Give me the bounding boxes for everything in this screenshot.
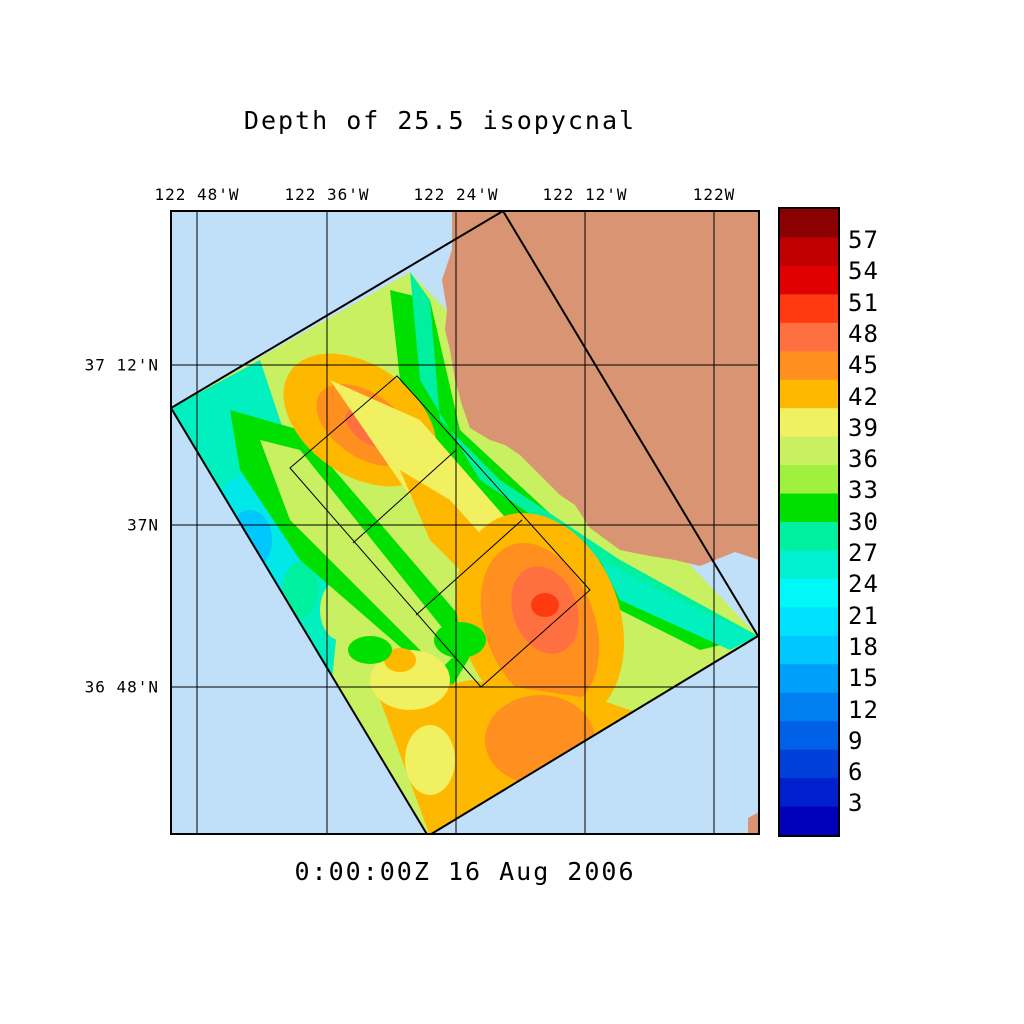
colorbar-swatch [780, 692, 838, 722]
colorbar-tick-label: 36 [848, 445, 879, 474]
colorbar-swatch [780, 749, 838, 779]
colorbar-tick-label: 48 [848, 319, 879, 348]
colorbar-tick-label: 33 [848, 476, 879, 505]
colorbar-tick-label: 12 [848, 695, 879, 724]
colorbar-swatch [780, 721, 838, 751]
colorbar-tick-label: 30 [848, 507, 879, 536]
lon-label-122-24w: 122 24'W [413, 185, 499, 204]
lat-label-36-48n: 36 48'N [84, 677, 159, 697]
map-frame [170, 210, 760, 835]
colorbar-swatch [780, 493, 838, 523]
colorbar-tick-label: 27 [848, 539, 879, 567]
colorbar-swatch [780, 294, 838, 324]
colorbar-tick-label: 9 [848, 726, 864, 755]
colorbar-swatch [780, 607, 838, 637]
colorbar-tick-label: 51 [848, 288, 879, 317]
lon-label-122-12w: 122 12'W [542, 185, 628, 204]
lon-label-122w: 122W [692, 185, 736, 204]
lon-label-122-36w: 122 36'W [284, 185, 370, 204]
colorbar-swatch [780, 465, 838, 495]
map-timestamp: 0:00:00Z 16 Aug 2006 [294, 857, 636, 886]
lat-label-37-12n: 37 12'N [84, 355, 159, 375]
colorbar [780, 209, 838, 836]
colorbar-tick-label: 54 [848, 257, 879, 286]
colorbar-swatch [780, 379, 838, 409]
colorbar-tick-label: 15 [848, 664, 879, 693]
colorbar-swatch [780, 664, 838, 694]
colorbar-swatch [780, 806, 838, 836]
colorbar-swatch [780, 209, 838, 239]
lon-label-122-48w: 122 48'W [154, 185, 240, 204]
colorbar-swatch [780, 578, 838, 608]
colorbar-tick-label: 21 [848, 601, 879, 630]
colorbar-tick-label: 42 [848, 382, 879, 411]
colorbar-tick-label: 45 [848, 351, 879, 380]
colorbar-swatch [780, 522, 838, 552]
colorbar-swatch [780, 408, 838, 438]
colorbar-swatch [780, 436, 838, 466]
colorbar-swatch [780, 635, 838, 665]
colorbar-swatch [780, 351, 838, 381]
colorbar-swatch [780, 237, 838, 267]
colorbar-frame [778, 207, 840, 837]
colorbar-tick-label: 24 [848, 570, 879, 599]
colorbar-tick-label: 18 [848, 632, 879, 661]
colorbar-swatch [780, 322, 838, 352]
colorbar-tick-label: 39 [848, 413, 879, 442]
colorbar-tick-label: 57 [848, 226, 879, 254]
coastline-land [442, 211, 759, 566]
colorbar-swatch [780, 778, 838, 808]
colorbar-swatch [780, 550, 838, 580]
colorbar-tick-label: 6 [848, 758, 864, 787]
colorbar-swatch [780, 265, 838, 295]
colorbar-tick-label: 3 [848, 789, 864, 818]
map-title: Depth of 25.5 isopycnal [243, 106, 637, 135]
lat-label-37n: 37N [127, 515, 159, 535]
